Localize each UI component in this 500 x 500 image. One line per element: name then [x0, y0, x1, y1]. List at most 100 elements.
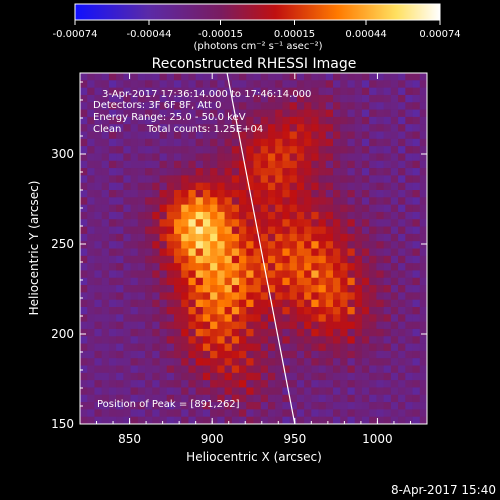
heatmap-cell — [173, 204, 182, 213]
heatmap-cell — [267, 182, 276, 191]
heatmap-cell — [152, 409, 160, 418]
heatmap-cell — [340, 270, 348, 279]
heatmap-cell — [159, 116, 168, 125]
heatmap-cell — [267, 343, 276, 352]
heatmap-cell — [108, 160, 117, 169]
heatmap-cell — [369, 102, 377, 110]
heatmap-cell — [173, 116, 182, 125]
heatmap-cell — [296, 138, 305, 147]
heatmap-cell — [246, 160, 254, 169]
heatmap-cell — [181, 197, 189, 206]
heatmap-cell — [275, 380, 283, 388]
heatmap-cell — [116, 336, 124, 344]
heatmap-cell — [296, 299, 305, 308]
heatmap-cell — [282, 94, 291, 103]
heatmap-cell — [304, 153, 312, 162]
heatmap-cell — [195, 372, 204, 381]
heatmap-cell — [282, 226, 291, 235]
heatmap-cell — [267, 409, 276, 418]
heatmap-cell — [390, 204, 399, 213]
heatmap-cell — [80, 394, 88, 403]
heatmap-cell — [260, 314, 269, 323]
heatmap-cell — [361, 116, 370, 125]
heatmap-cell — [173, 87, 182, 96]
heatmap-cell — [304, 387, 312, 396]
heatmap-cell — [253, 109, 262, 118]
heatmap-cell — [217, 365, 225, 374]
heatmap-cell — [231, 285, 240, 293]
heatmap-cell — [325, 248, 334, 257]
heatmap-cell — [398, 387, 406, 396]
heatmap-cell — [188, 343, 197, 352]
heatmap-cell — [152, 226, 160, 235]
heatmap-cell — [383, 146, 392, 154]
heatmap-cell — [304, 160, 312, 169]
heatmap-cell — [318, 299, 327, 308]
heatmap-cell — [325, 116, 334, 125]
heatmap-cell — [130, 219, 139, 227]
heatmap-cell — [195, 211, 204, 220]
heatmap-cell — [87, 73, 95, 81]
heatmap-cell — [325, 409, 334, 418]
heatmap-cell — [304, 116, 312, 125]
heatmap-cell — [275, 146, 283, 154]
heatmap-cell — [383, 416, 392, 424]
heatmap-cell — [405, 146, 413, 154]
heatmap-cell — [224, 263, 233, 271]
heatmap-cell — [361, 73, 370, 81]
heatmap-cell — [152, 416, 160, 424]
heatmap-cell — [267, 138, 276, 147]
heatmap-cell — [398, 285, 406, 293]
heatmap-cell — [405, 263, 413, 271]
heatmap-cell — [202, 350, 211, 359]
heatmap-cell — [354, 116, 363, 125]
heatmap-cell — [224, 241, 233, 249]
heatmap-cell — [419, 124, 427, 132]
heatmap-cell — [159, 307, 168, 315]
heatmap-cell — [152, 138, 160, 147]
heatmap-cell — [405, 190, 413, 198]
heatmap-cell — [398, 402, 406, 410]
heatmap-cell — [318, 387, 327, 396]
heatmap-cell — [419, 219, 427, 227]
heatmap-cell — [369, 394, 377, 403]
heatmap-cell — [304, 372, 312, 381]
heatmap-cell — [224, 248, 233, 257]
heatmap-cell — [166, 219, 175, 227]
heatmap-cell — [376, 248, 385, 257]
heatmap-cell — [296, 409, 305, 418]
heatmap-cell — [289, 146, 298, 154]
heatmap-cell — [152, 402, 160, 410]
heatmap-cell — [239, 211, 247, 220]
heatmap-cell — [419, 233, 427, 242]
heatmap-cell — [275, 175, 283, 184]
heatmap-cell — [347, 299, 356, 308]
heatmap-cell — [354, 248, 363, 257]
heatmap-cell — [405, 226, 413, 235]
heatmap-cell — [412, 321, 421, 330]
heatmap-cell — [152, 175, 160, 184]
heatmap-cell — [296, 248, 305, 257]
heatmap-cell — [130, 285, 139, 293]
heatmap-cell — [231, 292, 240, 301]
heatmap-cell — [210, 358, 218, 366]
heatmap-cell — [340, 299, 348, 308]
heatmap-cell — [173, 160, 182, 169]
heatmap-cell — [340, 102, 348, 110]
heatmap-cell — [376, 416, 385, 424]
heatmap-cell — [369, 146, 377, 154]
heatmap-cell — [354, 160, 363, 169]
heatmap-cell — [390, 226, 399, 235]
heatmap-cell — [188, 160, 197, 169]
heatmap-cell — [296, 168, 305, 176]
heatmap-cell — [181, 94, 189, 103]
heatmap-cell — [246, 131, 254, 140]
heatmap-cell — [101, 241, 110, 249]
heatmap-cell — [412, 402, 421, 410]
heatmap-cell — [282, 394, 291, 403]
heatmap-cell — [333, 87, 341, 96]
heatmap-cell — [94, 314, 103, 323]
heatmap-cell — [318, 409, 327, 418]
heatmap-cell — [311, 80, 319, 89]
heatmap-cell — [123, 116, 132, 125]
